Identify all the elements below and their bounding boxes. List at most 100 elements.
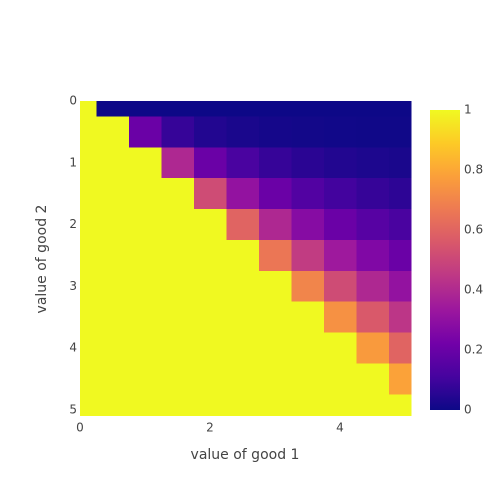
colorbar-tick-label: 0.4 — [464, 283, 483, 297]
cell — [388, 147, 412, 179]
cell — [96, 101, 130, 117]
cell — [226, 209, 260, 241]
cell — [356, 301, 390, 334]
cell — [128, 116, 162, 148]
colorbar-tick-label: 0.2 — [464, 343, 483, 357]
y-tick-label: 5 — [69, 402, 77, 416]
cell — [80, 301, 97, 334]
cell — [291, 270, 325, 303]
cell — [291, 101, 325, 117]
cell — [193, 209, 227, 241]
cell — [161, 270, 195, 303]
x-tick-label: 0 — [76, 421, 84, 435]
cell — [161, 147, 195, 179]
colorbar-tick-label: 1 — [464, 103, 472, 117]
cell — [323, 116, 357, 148]
cell — [128, 394, 162, 416]
cell — [80, 239, 97, 272]
y-tick-label: 3 — [69, 279, 77, 293]
cell — [161, 178, 195, 210]
cell — [193, 394, 227, 416]
cell — [193, 332, 227, 364]
cell — [356, 209, 390, 241]
cell — [80, 147, 97, 179]
cell — [161, 116, 195, 148]
cell — [291, 301, 325, 334]
cell — [161, 209, 195, 241]
y-axis-title: value of good 2 — [34, 205, 50, 314]
cell — [258, 178, 292, 210]
cell — [388, 116, 412, 148]
cell — [291, 239, 325, 272]
cell — [96, 363, 130, 395]
cell — [128, 209, 162, 241]
cell — [193, 147, 227, 179]
cell — [291, 332, 325, 364]
y-tick-label: 1 — [69, 155, 77, 169]
cell — [258, 301, 292, 334]
cell — [80, 332, 97, 364]
cell — [96, 147, 130, 179]
cell — [80, 209, 97, 241]
cell — [226, 116, 260, 148]
cell — [80, 116, 97, 148]
cell — [388, 394, 412, 416]
cell — [291, 147, 325, 179]
y-tick-label: 2 — [69, 217, 77, 231]
cell — [258, 270, 292, 303]
cell — [356, 332, 390, 364]
cell — [161, 363, 195, 395]
cell — [96, 116, 130, 148]
colorbar-tick-label: 0 — [464, 403, 472, 417]
cell — [323, 363, 357, 395]
cell — [356, 178, 390, 210]
cell — [323, 332, 357, 364]
cell — [80, 178, 97, 210]
heatmap — [80, 101, 412, 416]
cell — [80, 394, 97, 416]
cell — [193, 270, 227, 303]
cell — [193, 363, 227, 395]
cell — [161, 301, 195, 334]
cell — [96, 178, 130, 210]
cell — [323, 101, 357, 117]
cell — [80, 101, 97, 117]
x-tick-label: 2 — [206, 421, 214, 435]
cell — [226, 178, 260, 210]
cell — [291, 363, 325, 395]
cell — [291, 209, 325, 241]
cell — [356, 270, 390, 303]
cell — [388, 270, 412, 303]
cell — [161, 332, 195, 364]
cell — [96, 394, 130, 416]
cell — [258, 209, 292, 241]
x-tick-label: 4 — [336, 421, 344, 435]
cell — [323, 394, 357, 416]
cell — [356, 239, 390, 272]
x-axis-title: value of good 1 — [191, 447, 300, 463]
cell — [226, 332, 260, 364]
cell — [128, 301, 162, 334]
cell — [388, 178, 412, 210]
colorbar-tick-label: 0.6 — [464, 223, 483, 237]
cell — [226, 363, 260, 395]
cell — [96, 239, 130, 272]
cell — [356, 394, 390, 416]
cell — [323, 301, 357, 334]
cell — [96, 332, 130, 364]
cell — [388, 101, 412, 117]
cell — [258, 332, 292, 364]
cell — [128, 363, 162, 395]
cell — [258, 116, 292, 148]
cell — [128, 147, 162, 179]
cell — [193, 239, 227, 272]
cell — [356, 101, 390, 117]
cell — [193, 116, 227, 148]
cell — [161, 101, 195, 117]
cell — [226, 147, 260, 179]
cell — [128, 101, 162, 117]
cell — [388, 301, 412, 334]
cell — [291, 178, 325, 210]
